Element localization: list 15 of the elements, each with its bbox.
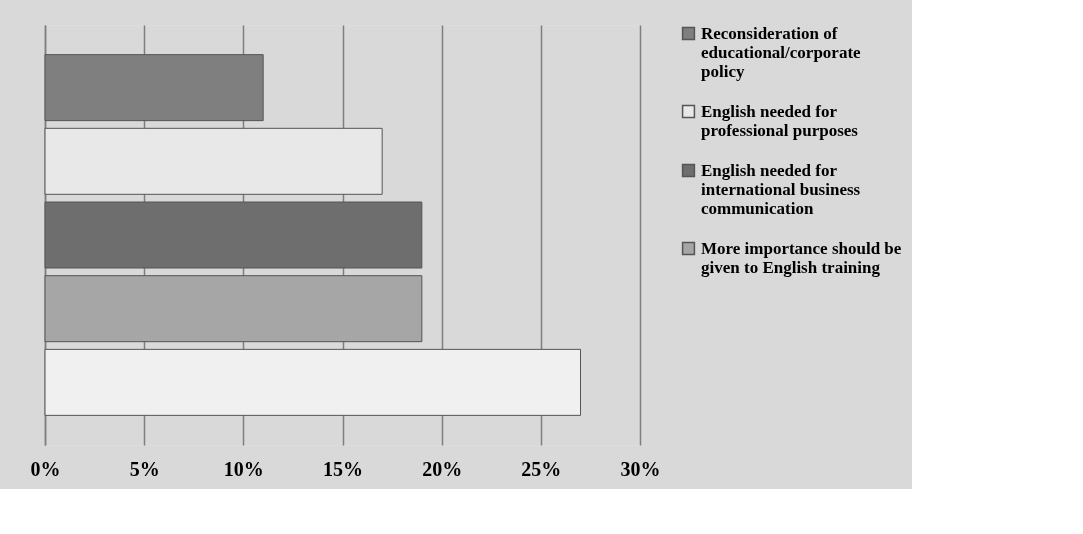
x-tick-label: 5% — [129, 457, 160, 480]
legend-label: English needed for international business communication — [701, 160, 861, 218]
bar — [44, 275, 423, 343]
bar — [44, 201, 423, 269]
x-tick-label: 30% — [620, 457, 661, 480]
legend-label: More importance should be given to English training — [701, 238, 902, 277]
bar — [44, 348, 581, 416]
x-tick-label: 25% — [521, 457, 562, 480]
bar — [44, 127, 383, 195]
legend-label: English needed for professional purposes — [701, 101, 859, 140]
legend-label: Reconsideration of educational/corporate policy — [701, 23, 862, 81]
x-tick-label: 0% — [30, 457, 61, 480]
x-tick-label: 20% — [422, 457, 463, 480]
x-tick-label: 10% — [223, 457, 264, 480]
x-tick-label: 15% — [323, 457, 363, 480]
